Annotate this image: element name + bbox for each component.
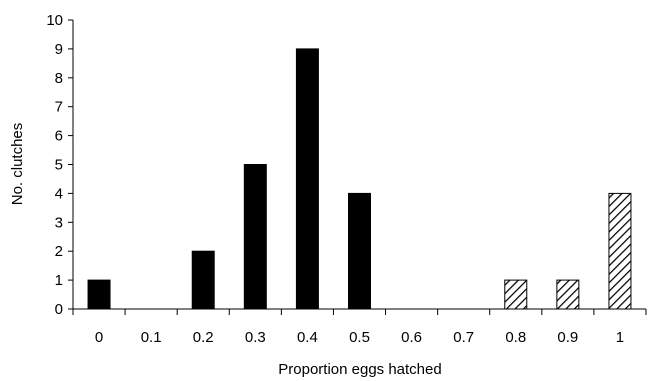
y-tick-label: 10 bbox=[46, 12, 63, 29]
x-tick-label: 0.5 bbox=[349, 329, 370, 346]
bar-0.2 bbox=[191, 250, 215, 310]
y-tick-labels: 0 1 2 3 4 5 6 7 8 9 10 bbox=[46, 12, 63, 318]
x-axis-label: Proportion eggs hatched bbox=[278, 361, 441, 378]
bar-0.3 bbox=[243, 164, 267, 310]
x-tick-label: 0.6 bbox=[401, 329, 422, 346]
y-tick-label: 3 bbox=[55, 214, 63, 231]
y-tick-label: 1 bbox=[55, 272, 63, 289]
x-tick-label: 0.8 bbox=[505, 329, 526, 346]
x-tick-label: 1 bbox=[616, 329, 624, 346]
y-tick-label: 5 bbox=[55, 157, 63, 174]
x-tick-labels: 0 0.1 0.2 0.3 0.4 0.5 0.6 0.7 0.8 0.9 1 bbox=[95, 329, 624, 346]
y-tick-label: 7 bbox=[55, 99, 63, 116]
y-tick-label: 8 bbox=[55, 70, 63, 87]
x-tick-label: 0 bbox=[95, 329, 103, 346]
x-tick-label: 0.7 bbox=[453, 329, 474, 346]
y-tick-label: 2 bbox=[55, 243, 63, 260]
y-tick-label: 0 bbox=[55, 301, 63, 318]
x-tick-label: 0.4 bbox=[297, 329, 318, 346]
x-tick-label: 0.3 bbox=[245, 329, 266, 346]
bar-0.5 bbox=[348, 192, 371, 310]
y-tick-label: 4 bbox=[55, 185, 63, 202]
axes-group bbox=[68, 19, 647, 315]
y-tick-label: 6 bbox=[55, 128, 63, 145]
bars-group bbox=[87, 48, 632, 310]
bar-0.4 bbox=[295, 48, 319, 310]
bar-0.8 bbox=[504, 279, 528, 310]
x-tick-label: 0.1 bbox=[141, 329, 162, 346]
y-axis-label: No. clutches bbox=[9, 123, 26, 206]
x-tick-label: 0.2 bbox=[193, 329, 214, 346]
bar-0.9 bbox=[556, 279, 580, 310]
bar-1 bbox=[608, 192, 632, 310]
bar-0 bbox=[87, 279, 111, 310]
x-tick-label: 0.9 bbox=[557, 329, 578, 346]
y-tick-label: 9 bbox=[55, 41, 63, 58]
